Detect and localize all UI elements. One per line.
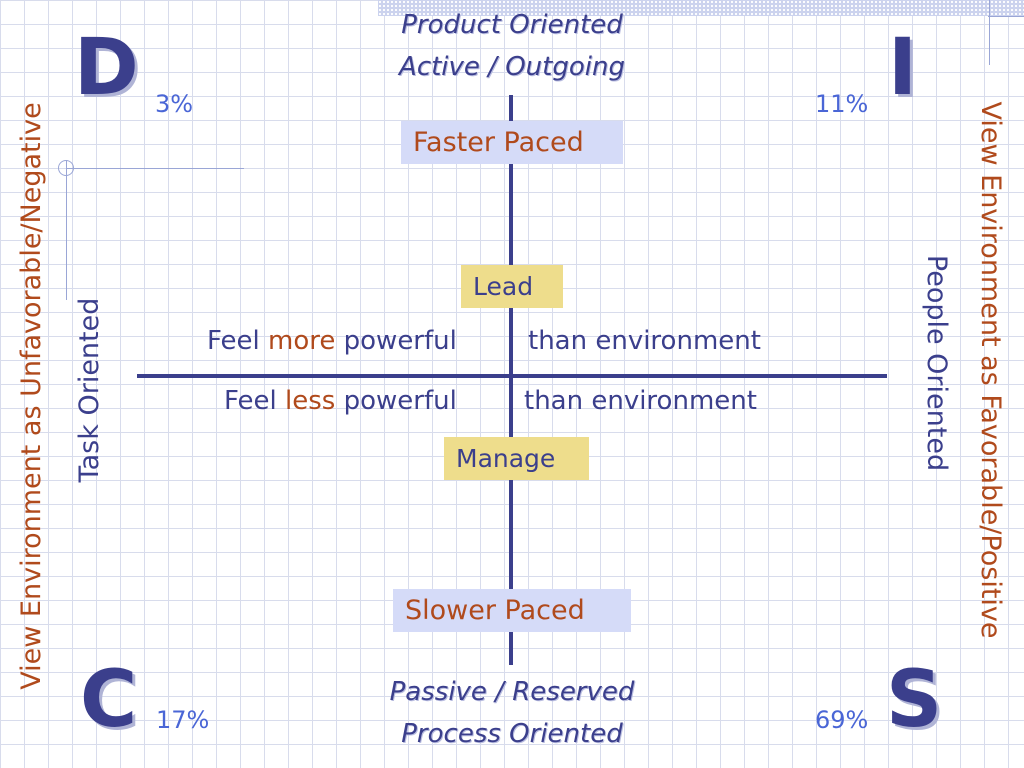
statement-upper-middle: powerful	[335, 326, 457, 356]
statement-upper-left: Feel more powerful	[207, 326, 457, 356]
right-outer-label: View Environment as Favorable/Positive	[975, 101, 1006, 639]
statement-lower-highlight: less	[285, 386, 336, 416]
decorative-line	[66, 160, 67, 300]
statement-upper-right: than environment	[528, 326, 761, 356]
decorative-top-band	[378, 0, 1024, 16]
vertical-axis	[509, 95, 513, 665]
bottom-heading: Passive / Reserved Process Oriented	[312, 671, 712, 755]
statement-lower-right: than environment	[524, 386, 757, 416]
horizontal-axis	[137, 374, 887, 378]
quadrant-percent-i: 11%	[815, 90, 869, 118]
statement-upper-highlight: more	[268, 326, 336, 356]
decorative-line	[66, 168, 244, 169]
statement-lower-prefix: Feel	[224, 386, 286, 416]
left-inner-label: Task Oriented	[74, 297, 105, 483]
quadrant-percent-c: 17%	[156, 706, 210, 734]
slower-paced-box: Slower Paced	[393, 589, 631, 632]
bottom-heading-line2: Process Oriented	[401, 719, 623, 749]
decorative-line	[988, 16, 1024, 17]
quadrant-percent-s: 69%	[815, 706, 869, 734]
quadrant-letter-c: C	[80, 655, 138, 745]
top-heading-line1: Product Oriented	[401, 10, 623, 40]
quadrant-percent-d: 3%	[155, 90, 194, 118]
quadrant-letter-i: I	[888, 23, 918, 113]
statement-lower-middle: powerful	[335, 386, 457, 416]
top-heading: Product Oriented Active / Outgoing	[312, 4, 712, 88]
decorative-line	[989, 0, 990, 65]
faster-paced-box: Faster Paced	[401, 121, 623, 164]
lead-box: Lead	[461, 265, 563, 308]
top-heading-line2: Active / Outgoing	[399, 52, 625, 82]
decorative-ring	[58, 160, 74, 176]
quadrant-letter-s: S	[886, 655, 943, 745]
manage-box: Manage	[444, 437, 589, 480]
statement-upper-prefix: Feel	[207, 326, 269, 356]
bottom-heading-line1: Passive / Reserved	[389, 677, 635, 707]
statement-lower-left: Feel less powerful	[224, 386, 457, 416]
left-outer-label: View Environment as Unfavorable/Negative	[16, 102, 47, 690]
quadrant-letter-d: D	[74, 23, 139, 113]
right-inner-label: People Oriented	[921, 254, 952, 472]
